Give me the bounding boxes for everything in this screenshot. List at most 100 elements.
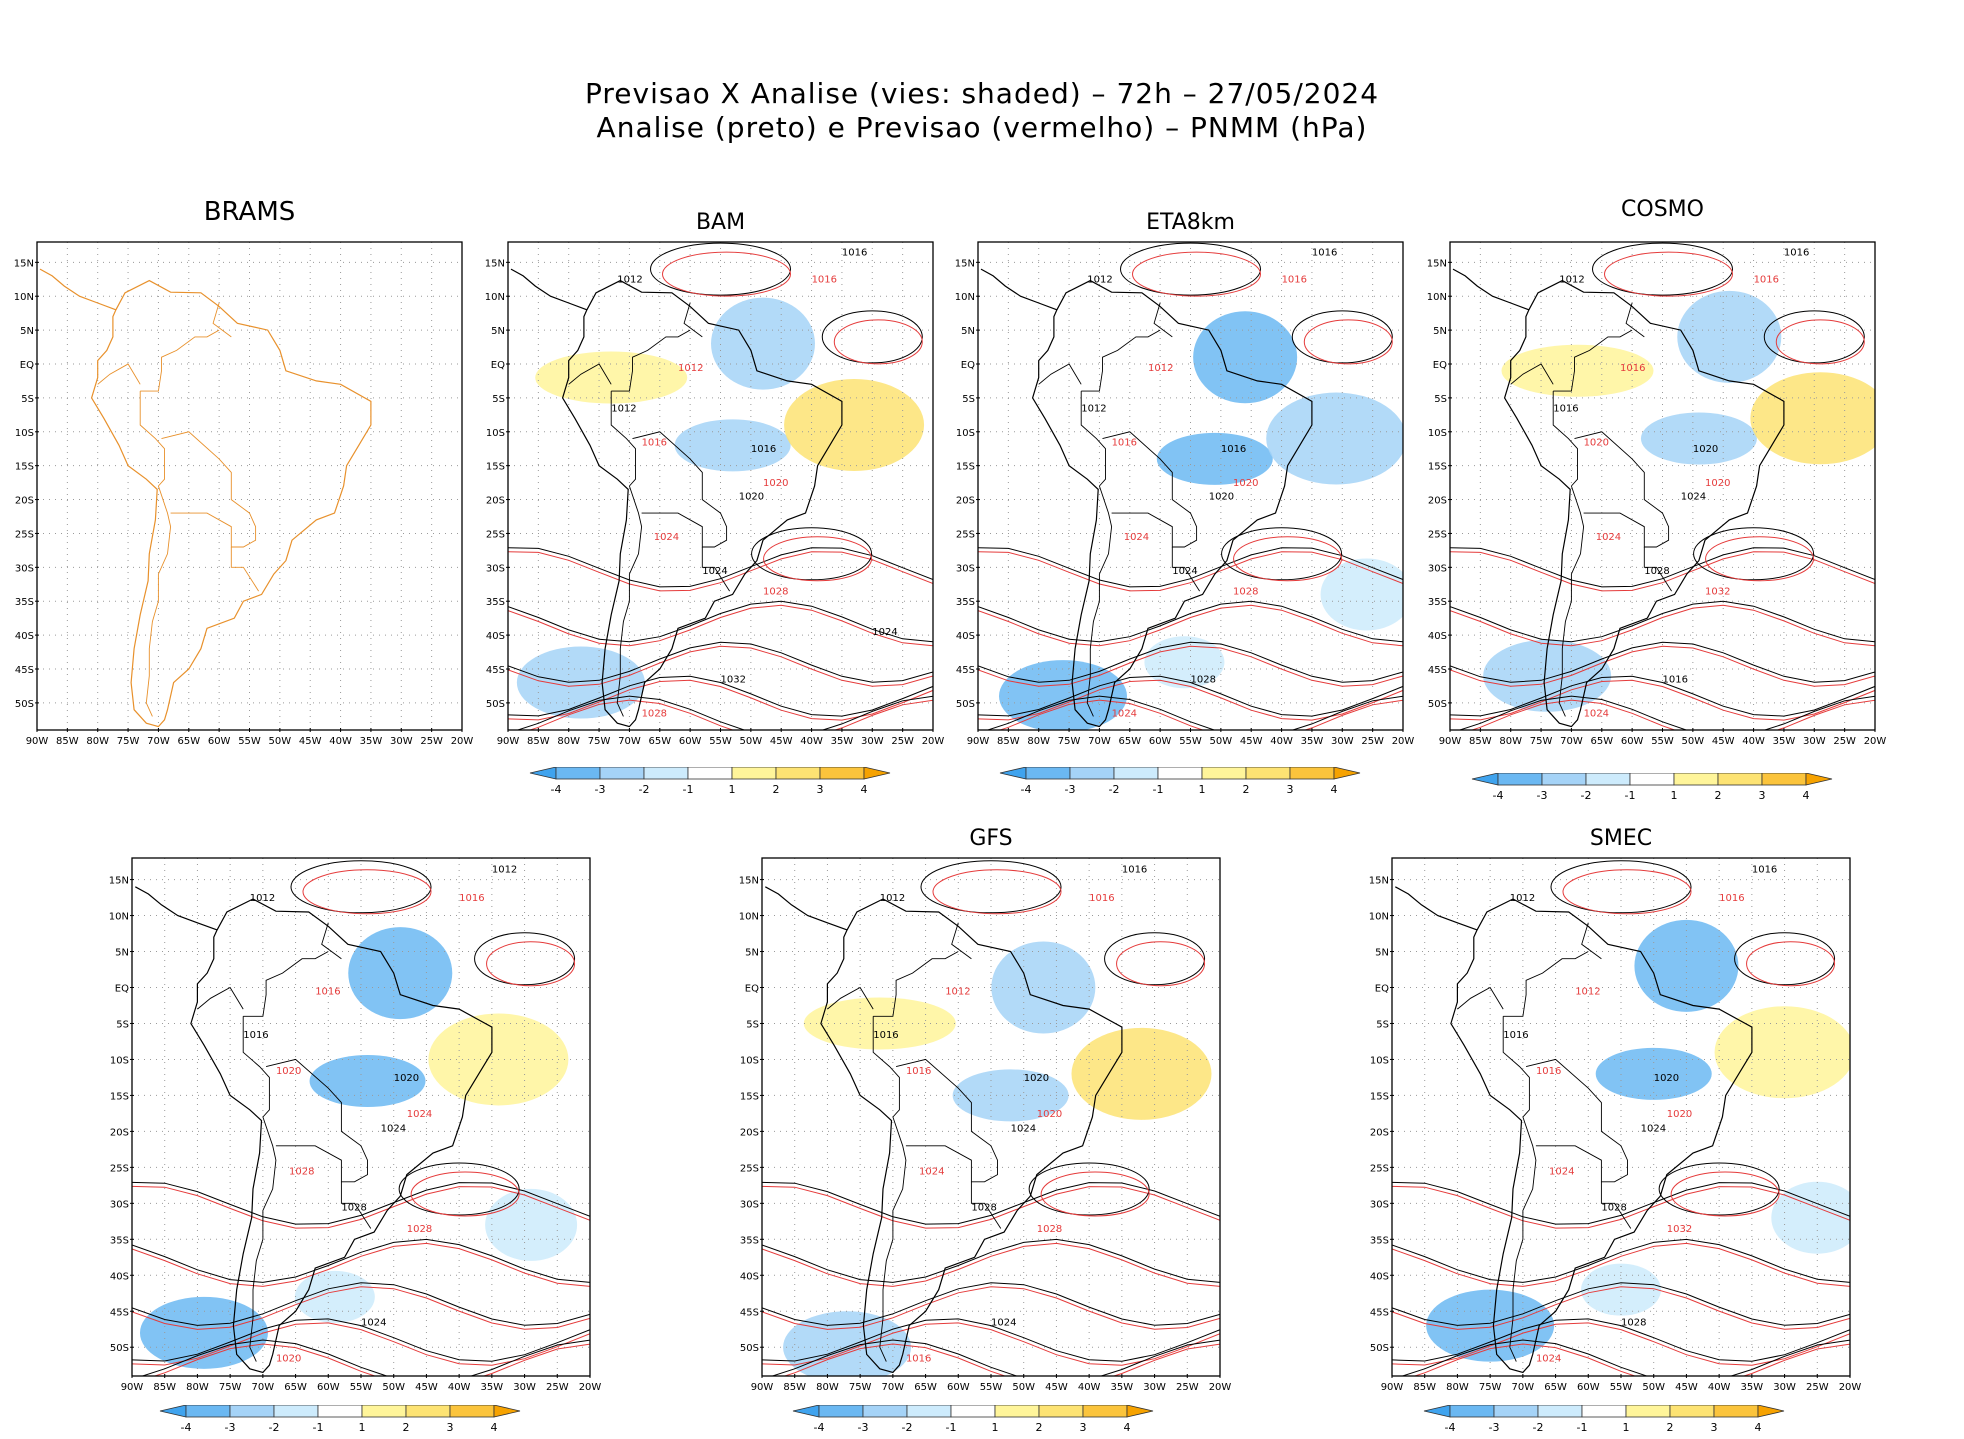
lat-tick-label: EQ <box>20 360 34 371</box>
isobar-label: 1024 <box>872 627 897 638</box>
lon-tick-label: 75W <box>1058 736 1081 747</box>
isobar-label: 1028 <box>1191 675 1216 686</box>
isobar-label: 1016 <box>842 248 867 259</box>
lon-tick-label: 55W <box>1651 736 1674 747</box>
lon-tick-label: 90W <box>121 1382 144 1393</box>
lon-tick-label: 60W <box>317 1382 340 1393</box>
analysis-isobar <box>1221 527 1343 581</box>
analysis-isobar <box>1693 527 1815 581</box>
colorbar-svg: -4 -3 -2 -1 1 2 3 4 <box>999 766 1361 796</box>
bias-region <box>999 660 1127 730</box>
lat-tick-label: 10N <box>1369 912 1389 923</box>
colorbar-cell <box>1669 1404 1715 1418</box>
lon-tick-label: 60W <box>1149 736 1172 747</box>
lon-tick-label: 65W <box>177 736 200 747</box>
country-border <box>1457 986 1504 1010</box>
forecast-isobar <box>1392 1185 1850 1229</box>
colorbar-label: -2 <box>1109 783 1120 796</box>
isobar-label: 1032 <box>721 675 746 686</box>
lon-tick-label: 80W <box>1027 736 1050 747</box>
bias-region <box>1581 1263 1661 1316</box>
lon-tick-label: 20W <box>1864 736 1887 747</box>
colorbar-cell <box>1471 772 1499 786</box>
isobar-label: 1012 <box>678 363 703 374</box>
lon-tick-label: 65W <box>914 1382 937 1393</box>
colorbar-cell <box>1581 1404 1627 1418</box>
country-border <box>1153 302 1173 338</box>
isobar-label: 1016 <box>459 893 484 904</box>
bias-region <box>674 419 791 472</box>
colorbar-cell <box>1673 772 1719 786</box>
analysis-isobar <box>1392 1318 1850 1362</box>
map-svg: 1012101610121016101610201020102410241028… <box>109 857 601 1393</box>
country-border <box>1502 1016 1530 1118</box>
isobar-label: 1012 <box>945 987 970 998</box>
isobar-label: 1020 <box>1667 1109 1692 1120</box>
lat-tick-label: 50S <box>15 699 34 710</box>
isobar-label: 1016 <box>873 1030 898 1041</box>
colorbar-cell <box>1625 1404 1671 1418</box>
isobar-label: 1016 <box>1282 275 1307 286</box>
isobar-label: 1016 <box>1752 864 1777 875</box>
bias-region <box>662 622 743 675</box>
lon-tick-label: 50W <box>740 736 763 747</box>
lon-tick-label: 20W <box>1839 1382 1862 1393</box>
country-border <box>895 1058 998 1183</box>
isobar-label: 1020 <box>1693 444 1718 455</box>
forecast-isobar <box>783 1343 1220 1376</box>
colorbar-cell <box>1069 766 1115 780</box>
bias-region <box>1714 1006 1850 1099</box>
lat-tick-label: 30S <box>956 563 975 574</box>
map-panel-cosmo: 1016 1016 1012 1016 1016 1020 1020 1020 1024 1024… <box>1427 241 1886 756</box>
lon-tick-label: 60W <box>1621 736 1644 747</box>
south-america-coastline <box>1503 279 1785 728</box>
panel-title-eta8km: ETA8km <box>1146 210 1235 235</box>
isobar-label: 1020 <box>276 1066 301 1077</box>
lon-tick-label: 50W <box>382 1382 405 1393</box>
bias-region <box>139 1296 268 1369</box>
colorbar-cell <box>687 766 733 780</box>
colorbar-gfs: -4 -3 -2 -1 1 2 3 4 <box>773 1404 1173 1439</box>
bias-region <box>1628 615 1709 668</box>
lon-tick-label: 75W <box>117 736 140 747</box>
colorbar-cell <box>1497 772 1543 786</box>
colorbar-cell <box>863 766 891 780</box>
lon-tick-label: 75W <box>849 1382 872 1393</box>
isobar-label: 1028 <box>763 586 788 597</box>
analysis-isobar <box>132 1238 590 1283</box>
analysis-isobar <box>1450 600 1875 643</box>
lon-tick-label: 70W <box>882 1382 905 1393</box>
lon-tick-label: 25W <box>1361 736 1384 747</box>
bias-region <box>485 1188 578 1261</box>
lon-tick-label: 35W <box>1111 1382 1134 1393</box>
lat-tick-label: 20S <box>1370 1127 1389 1138</box>
isobar-label: 1024 <box>361 1318 386 1329</box>
isobar-label: 1016 <box>1112 437 1137 448</box>
forecast-isobar <box>1132 251 1261 297</box>
lat-tick-label: 25S <box>740 1163 759 1174</box>
lon-tick-label: 20W <box>579 1382 602 1393</box>
bias-region <box>1071 1027 1212 1120</box>
lon-tick-label: 35W <box>1773 736 1796 747</box>
colorbar-cell <box>1126 1404 1154 1418</box>
colorbar-cell <box>1082 1404 1128 1418</box>
isobar-label: 1028 <box>971 1203 996 1214</box>
lon-tick-label: 90W <box>751 1382 774 1393</box>
colorbar-label: -4 <box>181 1421 192 1434</box>
country-border <box>243 951 329 1017</box>
analysis-isobar <box>140 1339 590 1376</box>
isobar-label: 1024 <box>991 1318 1016 1329</box>
colorbar-cell <box>819 766 865 780</box>
lon-tick-label: 55W <box>709 736 732 747</box>
isobar-label: 1012 <box>492 864 517 875</box>
analysis-isobar <box>986 695 1403 730</box>
colorbar-label: 4 <box>1124 1421 1131 1434</box>
colorbar-label: 4 <box>1331 783 1338 796</box>
lat-tick-label: 10S <box>15 428 34 439</box>
bias-region <box>1771 1181 1850 1254</box>
lon-tick-label: 80W <box>1499 736 1522 747</box>
isobar-label: 1024 <box>407 1109 432 1120</box>
lat-tick-label: 5N <box>1433 326 1447 337</box>
lat-tick-label: 10S <box>110 1055 129 1066</box>
colorbar-cell <box>999 766 1027 780</box>
